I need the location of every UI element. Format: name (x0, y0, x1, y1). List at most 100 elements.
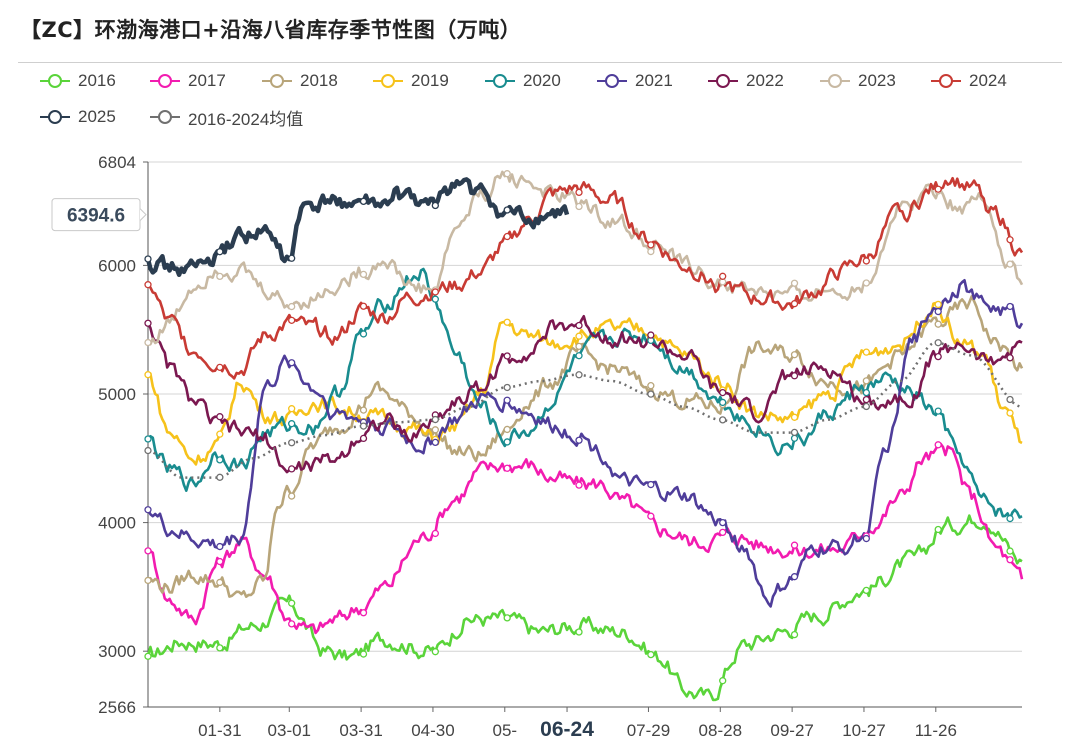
series-point-2020 (144, 435, 152, 443)
series-point-2023 (575, 202, 583, 211)
series-point-2025 (216, 248, 224, 256)
series-point-2017 (144, 547, 152, 555)
series-point-2018 (288, 492, 296, 500)
series-point-2022 (359, 434, 368, 443)
series-point-2017 (790, 541, 799, 549)
series-point-2023 (647, 247, 655, 256)
legend-item-2016[interactable]: 2016 (40, 68, 116, 94)
series-point-2025 (288, 254, 296, 262)
series-point-2023 (288, 302, 296, 311)
legend-swatch-icon (40, 110, 70, 124)
x-tick-label: 11-26 (915, 721, 957, 740)
y-tick-label: 6000 (98, 256, 136, 275)
series-point-2016-2024均值 (790, 428, 799, 437)
legend-swatch-icon (931, 74, 961, 88)
series-point-2023 (1006, 260, 1014, 268)
series-lines (145, 170, 1024, 702)
series-point-2022 (790, 372, 799, 380)
series-point-2023 (359, 270, 368, 279)
x-tick-label: 03-01 (268, 721, 311, 740)
legend-item-2017[interactable]: 2017 (150, 68, 226, 94)
series-point-2022 (575, 321, 583, 330)
series-point-2019 (288, 405, 296, 413)
series-point-2016-2024均值 (431, 415, 439, 424)
series-point-2024 (431, 288, 439, 296)
series-point-2019 (575, 332, 583, 340)
series-point-2016 (503, 614, 511, 622)
y-axis-ticks: 6804 6000 5000 4000 3000 2566 (98, 153, 1022, 717)
legend-item-2021[interactable]: 2021 (597, 68, 673, 94)
series-point-2023 (216, 272, 224, 281)
legend-swatch-icon (597, 74, 627, 88)
series-point-2022 (719, 388, 727, 397)
series-point-2022 (647, 331, 655, 339)
series-point-2022 (862, 395, 871, 404)
series-point-2016 (934, 525, 942, 534)
y-tick-label: 6804 (98, 153, 136, 172)
series-point-2017 (503, 464, 511, 472)
legend-label: 2020 (523, 71, 561, 90)
series-point-2021 (431, 438, 439, 447)
series-point-2016 (359, 650, 368, 658)
legend-swatch-icon (373, 74, 403, 88)
series-point-2024 (862, 257, 871, 265)
series-point-2024 (1006, 236, 1014, 244)
series-point-2021 (503, 396, 511, 404)
chart-title: 【ZC】环渤海港口+沿海八省库存季节性图（万吨） (20, 18, 522, 42)
series-point-2019 (934, 300, 942, 309)
series-point-2023 (144, 338, 152, 347)
series-point-2016 (575, 628, 583, 636)
series-point-2021 (719, 518, 727, 527)
series-point-2025 (359, 197, 368, 206)
series-point-2024 (288, 316, 296, 324)
series-point-2021 (288, 359, 296, 367)
series-point-2021 (647, 480, 655, 489)
x-tick-label: 04-30 (411, 721, 454, 740)
y-tick-label: 2566 (98, 698, 136, 717)
legend-item-2023[interactable]: 2023 (820, 68, 896, 94)
series-point-2024 (216, 363, 224, 371)
legend-item-2020[interactable]: 2020 (485, 68, 561, 94)
legend-item-2022[interactable]: 2022 (708, 68, 784, 94)
series-point-2018 (862, 377, 871, 385)
legend-label: 2023 (858, 71, 896, 90)
series-point-2016-2024均值 (719, 416, 727, 424)
series-point-2016 (790, 630, 799, 639)
legend-item-2024[interactable]: 2024 (931, 68, 1007, 94)
series-point-2018 (216, 578, 224, 587)
x-tick-label: 01-31 (198, 721, 241, 740)
series-point-2017 (647, 512, 655, 520)
legend-item-2019[interactable]: 2019 (373, 68, 449, 94)
series-point-2024 (144, 281, 152, 289)
series-point-2024 (359, 302, 368, 310)
legend-swatch-icon (262, 74, 292, 88)
series-point-2016 (719, 677, 727, 685)
series-point-2020 (934, 407, 942, 415)
x-tick-label: 09-27 (770, 721, 813, 740)
legend-item-2016-2024均值[interactable]: 2016-2024均值 (150, 104, 303, 130)
y-tick-label: 5000 (98, 385, 136, 404)
legend-item-2025[interactable]: 2025 (40, 104, 116, 130)
series-point-2020 (790, 434, 799, 442)
y-tick-label: 3000 (98, 642, 136, 661)
series-markers (144, 170, 1014, 685)
series-point-2016 (647, 650, 655, 659)
series-point-2017 (719, 528, 727, 537)
series-point-2024 (934, 185, 942, 193)
legend-swatch-icon (485, 74, 515, 88)
series-point-2016-2024均值 (216, 473, 224, 481)
legend-swatch-icon (708, 74, 738, 88)
legend-item-2018[interactable]: 2018 (262, 68, 338, 94)
grid-lines (148, 161, 1022, 652)
legend-label: 2016 (78, 71, 116, 90)
legend-label: 2019 (411, 71, 449, 90)
series-point-2020 (359, 330, 368, 338)
series-point-2025 (144, 255, 152, 263)
highlight-overlay: 6394.6 (51, 198, 147, 232)
series-point-2020 (216, 456, 224, 464)
series-point-2019 (1006, 409, 1014, 417)
legend-label: 2025 (78, 107, 116, 126)
series-point-2024 (647, 241, 655, 249)
y-tick-label: 4000 (98, 514, 136, 533)
series-point-2020 (575, 352, 583, 360)
